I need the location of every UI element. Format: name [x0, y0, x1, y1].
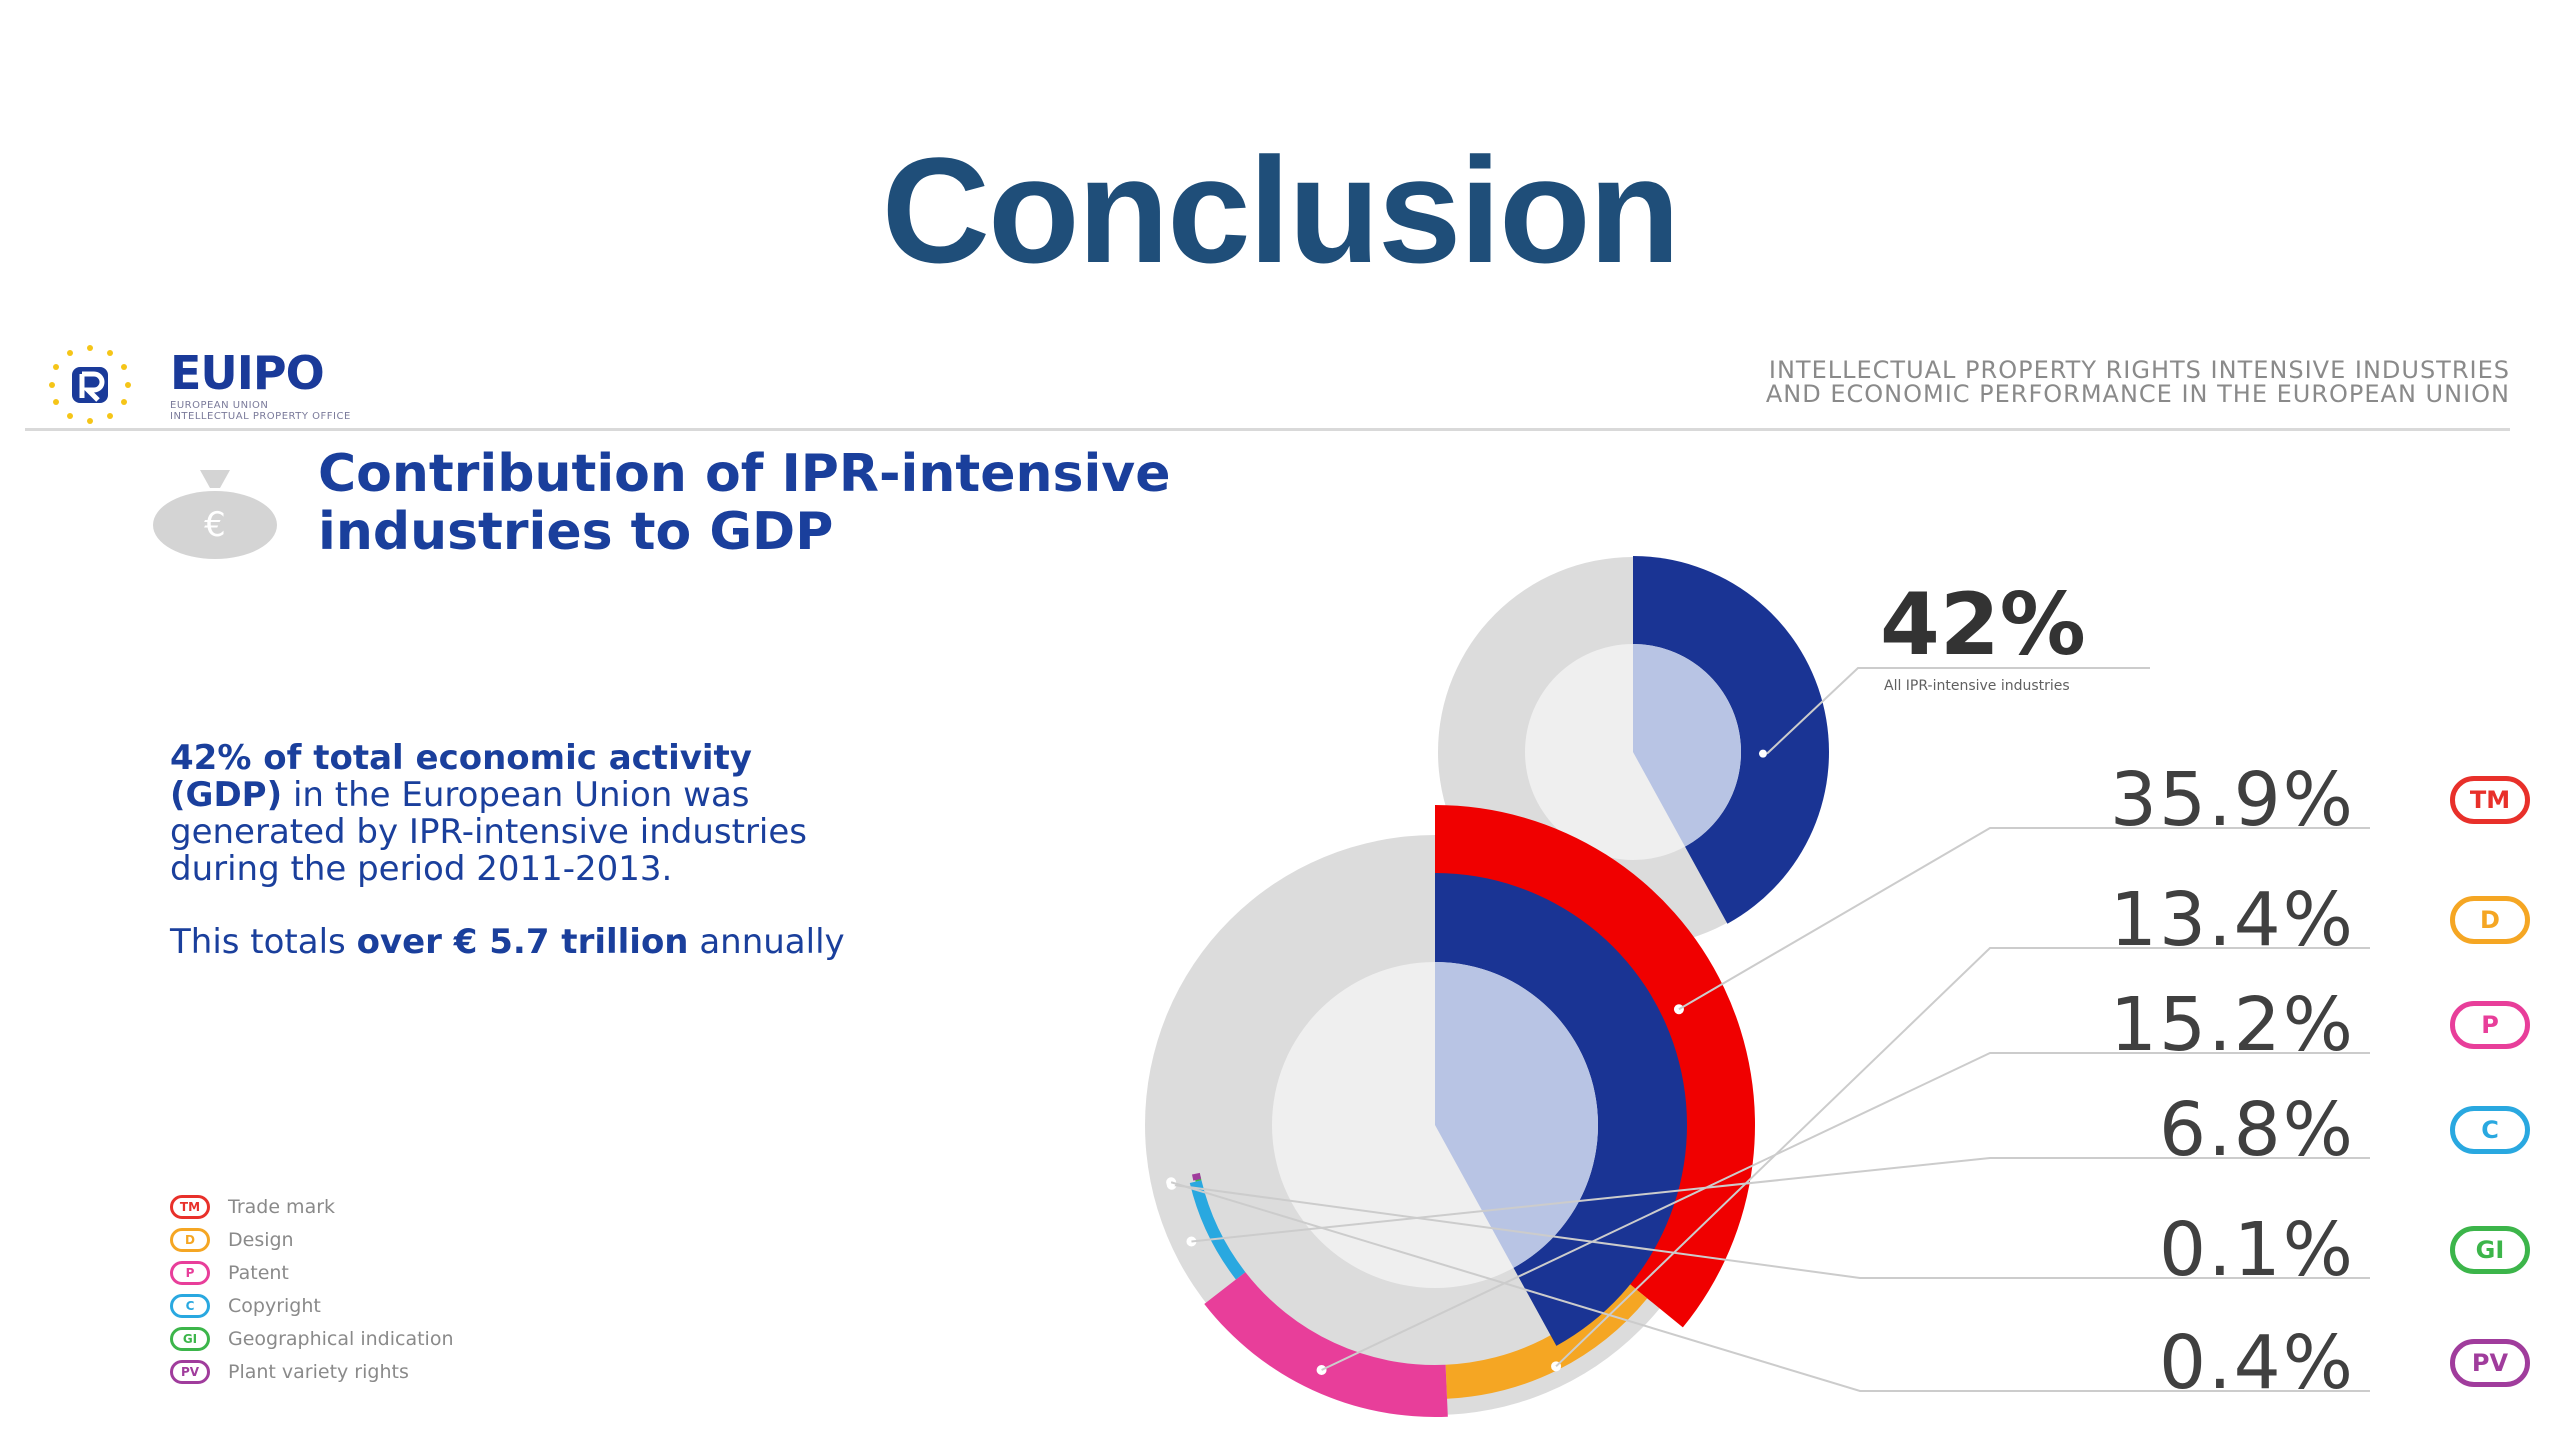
segment-leader-pv [1170, 1181, 2370, 1392]
legend-label: Copyright [228, 1294, 321, 1317]
tm-badge-icon: TM [2450, 776, 2530, 824]
segment-value-label: 6.8% [2159, 1087, 2355, 1173]
pv-badge-icon: PV [170, 1359, 210, 1384]
legend-item-c: C Copyright [170, 1289, 454, 1322]
legend-label: Trade mark [228, 1195, 336, 1218]
pv-badge-icon: PV [2450, 1339, 2530, 1387]
segments-donut-inner [1435, 962, 1599, 1268]
legend-label: Geographical indication [228, 1327, 454, 1350]
svg-text:€: € [204, 505, 226, 545]
body-text: 42% of total economic activity (GDP) in … [170, 740, 870, 997]
section-title: Contribution of IPR-intensive industries… [318, 444, 1171, 562]
legend-label: Plant variety rights [228, 1360, 409, 1383]
total-donut-inner [1633, 644, 1742, 847]
segment-arc-pv [1191, 1172, 1202, 1181]
segment-leader-tm [1678, 827, 2370, 1011]
c-badge-icon: C [2450, 1106, 2530, 1154]
total-marker [1758, 749, 1767, 758]
segment-arc-c [1189, 1180, 1246, 1280]
legend-item-tm: TM Trade mark [170, 1190, 454, 1223]
segment-leader-d [1555, 947, 2370, 1368]
legend-item-gi: GI Geographical indication [170, 1322, 454, 1355]
slide-title: Conclusion [881, 126, 1681, 294]
segment-value-label: 0.4% [2159, 1320, 2355, 1406]
segment-leader-p [1321, 1052, 2370, 1371]
total-leader-line [1766, 667, 2150, 755]
c-badge-icon: C [170, 1293, 210, 1318]
segment-leader-c [1191, 1157, 2370, 1243]
segment-leader-gi [1171, 1183, 2370, 1279]
logo-text: EUIPO [170, 346, 325, 400]
tm-badge-icon: TM [170, 1194, 210, 1219]
p-badge-icon: P [170, 1260, 210, 1285]
d-badge-icon: D [170, 1227, 210, 1252]
report-title: INTELLECTUAL PROPERTY RIGHTS INTENSIVE I… [1765, 356, 2510, 408]
body-paragraph-1: 42% of total economic activity (GDP) in … [170, 738, 808, 889]
segment-value-label: 15.2% [2109, 982, 2355, 1068]
p-badge-icon: P [2450, 1001, 2530, 1049]
gi-badge-icon: GI [170, 1326, 210, 1351]
legend-label: Design [228, 1228, 294, 1251]
segment-value-label: 35.9% [2109, 757, 2355, 843]
body-paragraph-2: This totals over € 5.7 trillion annually [170, 922, 845, 962]
logo-subtitle: EUROPEAN UNION INTELLECTUAL PROPERTY OFF… [170, 400, 351, 422]
legend-item-pv: PV Plant variety rights [170, 1355, 454, 1388]
euipo-logo-icon [49, 345, 131, 424]
legend-item-d: D Design [170, 1223, 454, 1256]
d-badge-icon: D [2450, 896, 2530, 944]
gi-badge-icon: GI [2450, 1226, 2530, 1274]
money-bag-icon: € [153, 470, 277, 559]
total-percent-label: 42% [1880, 575, 2086, 675]
legend-label: Patent [228, 1261, 289, 1284]
legend-item-p: P Patent [170, 1256, 454, 1289]
total-caption: All IPR-intensive industries [1884, 678, 2070, 694]
legend: TM Trade mark D Design P Patent C Copyright GI Ge… [170, 1190, 454, 1388]
report-header: EUIPO EUROPEAN UNION INTELLECTUAL PROPER… [25, 340, 2510, 431]
segment-value-label: 0.1% [2159, 1207, 2355, 1293]
segment-value-label: 13.4% [2109, 877, 2355, 963]
segment-arc-p [1204, 1272, 1448, 1417]
